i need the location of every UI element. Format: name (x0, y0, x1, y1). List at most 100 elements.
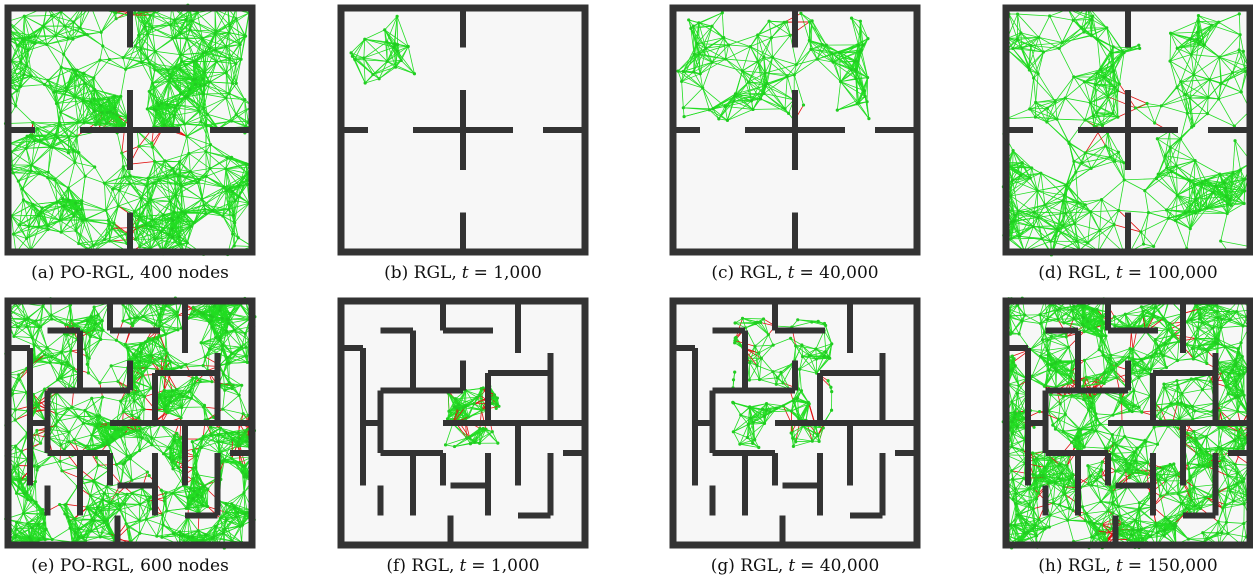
graph-edge (84, 82, 101, 106)
graph-node (145, 107, 149, 111)
graph-edge (209, 81, 227, 99)
graph-node (102, 181, 107, 185)
graph-edge (105, 205, 119, 211)
graph-edge (26, 238, 31, 251)
graph-node (762, 55, 766, 59)
graph-node (167, 79, 171, 83)
graph-node (151, 81, 155, 85)
graph-node (178, 160, 182, 164)
graph-node (27, 36, 31, 40)
graph-node (128, 174, 132, 178)
graph-node (79, 208, 83, 212)
graph-node (204, 211, 208, 216)
graph-node (349, 51, 353, 55)
graph-edge (185, 84, 206, 98)
graph-edge (26, 226, 30, 239)
graph-edge (31, 140, 36, 166)
graph-edge (204, 61, 217, 86)
graph-node (770, 55, 775, 59)
graph-node (89, 100, 93, 104)
graph-node (726, 43, 731, 47)
graph-node (225, 156, 229, 160)
graph-node (115, 113, 119, 117)
graph-node (163, 159, 167, 163)
graph-node (239, 57, 243, 61)
graph-node (82, 121, 86, 125)
graph-node (77, 151, 81, 155)
graph-node (201, 92, 206, 96)
graph-edge (117, 183, 131, 207)
graph-node (385, 40, 389, 44)
graph-edge (56, 187, 69, 203)
graph-edge (72, 135, 78, 151)
graph-node (106, 218, 111, 222)
graph-edge (116, 96, 122, 116)
graph-node (39, 210, 43, 214)
graph-edge (73, 209, 82, 217)
graph-node (208, 80, 212, 84)
graph-node (853, 59, 857, 63)
graph-edge (177, 104, 200, 112)
graph-node (168, 72, 172, 76)
graph-edge (81, 176, 86, 204)
graph-node (135, 225, 139, 229)
graph-edge (60, 54, 65, 68)
graph-node (35, 126, 40, 131)
graph-edge (169, 175, 180, 202)
graph-node (137, 215, 142, 219)
graph-node (204, 174, 208, 178)
graph-edge (109, 205, 119, 225)
graph-edge (181, 182, 198, 187)
graph-edge (209, 61, 217, 83)
graph-node (191, 59, 195, 63)
graph-node (162, 123, 167, 127)
graph-edge (44, 84, 57, 92)
graph-edge (68, 135, 78, 154)
graph-node (73, 95, 77, 99)
graph-edge (63, 38, 69, 55)
graph-node (722, 36, 726, 40)
graph-node (861, 43, 865, 47)
graph-node (792, 73, 796, 77)
graph-node (222, 185, 226, 189)
graph-node (350, 54, 355, 58)
graph-edge (181, 204, 205, 212)
graph-node (157, 103, 161, 108)
graph-node (46, 176, 50, 180)
graph-node (165, 103, 169, 107)
graph-node (704, 46, 708, 50)
graph-node (195, 11, 199, 15)
graph-edge (62, 187, 69, 199)
graph-edge (9, 65, 28, 73)
graph-edge (38, 219, 60, 228)
graph-edge (52, 146, 76, 163)
graph-node (73, 160, 77, 164)
graph-edge (63, 38, 74, 55)
graph-edge (59, 121, 79, 124)
graph-node (392, 45, 396, 49)
graph-node (153, 49, 157, 53)
graph-edge (26, 229, 49, 239)
graph-edge (179, 161, 191, 172)
graph-node (74, 73, 79, 77)
graph-edge (66, 82, 86, 89)
graph-edge (209, 32, 230, 49)
graph-edge (68, 122, 85, 138)
graph-edge (26, 226, 40, 239)
graph-edge (166, 168, 174, 177)
graph-node (72, 20, 76, 24)
graph-node (41, 24, 45, 28)
graph-node (121, 165, 125, 169)
graph-node (25, 64, 29, 68)
graph-node (18, 223, 22, 227)
graph-edge (186, 136, 207, 152)
graph-edge (147, 160, 166, 179)
graph-node (831, 60, 835, 64)
graph-node (854, 76, 858, 81)
graph-node (168, 199, 172, 203)
graph-edge (37, 128, 58, 138)
graph-node (680, 79, 684, 84)
graph-node (856, 43, 860, 47)
graph-edge (50, 136, 69, 148)
graph-edge (161, 103, 175, 116)
